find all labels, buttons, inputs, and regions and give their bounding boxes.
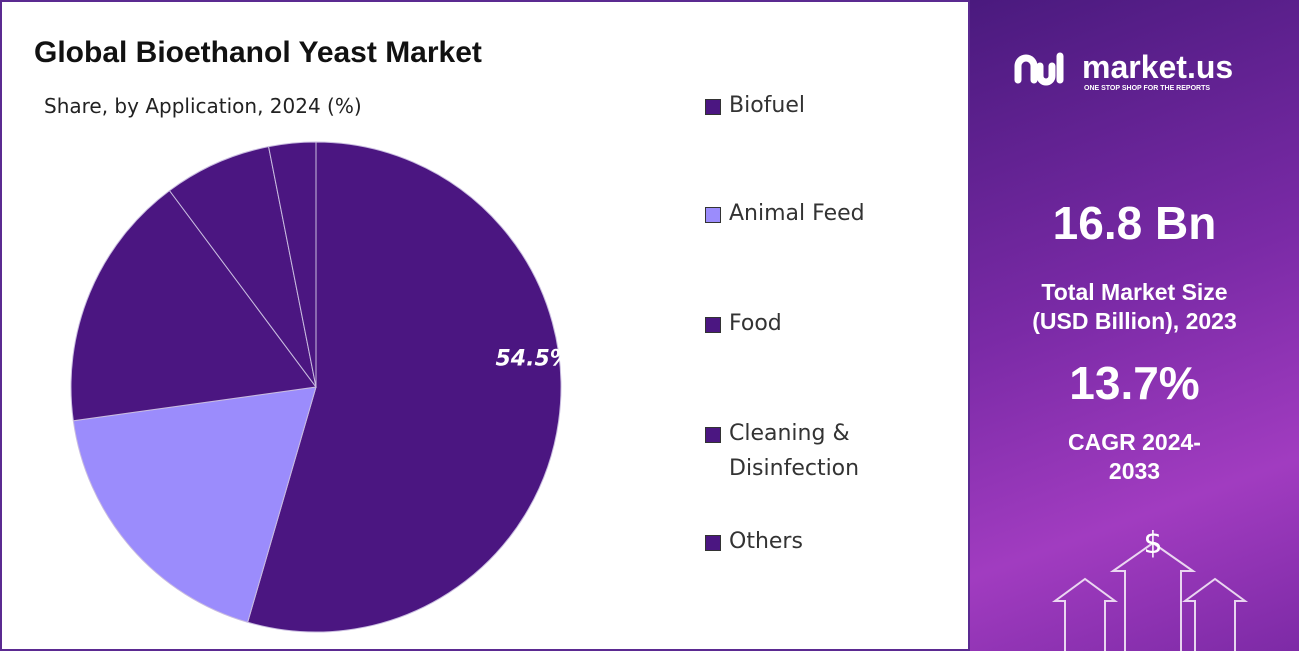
market-size-label: Total Market Size (USD Billion), 2023 — [1032, 279, 1237, 334]
legend-swatch — [705, 427, 721, 443]
legend-label: Cleaning & Disinfection — [729, 421, 860, 481]
pie-slice — [267, 141, 317, 388]
legend-item: Food — [705, 311, 782, 341]
legend-label: Food — [729, 311, 782, 336]
chart-subtitle: Share, by Application, 2024 (%) — [44, 94, 362, 118]
logo: market.us ONE STOP SHOP FOR THE REPORTS — [1014, 49, 1233, 92]
legend-swatch — [705, 99, 721, 115]
pie-slice — [247, 141, 562, 633]
chart-panel: Global Bioethanol Yeast Market Share, by… — [0, 0, 970, 651]
legend-label: Others — [729, 529, 803, 554]
pie-slice — [70, 189, 317, 422]
legend-swatch — [705, 535, 721, 551]
brand-tagline: ONE STOP SHOP FOR THE REPORTS — [1084, 85, 1210, 92]
legend-label: Animal Feed — [729, 201, 865, 226]
legend-swatch — [705, 207, 721, 223]
legend-item: Biofuel — [705, 93, 805, 123]
pie-slice — [168, 146, 317, 388]
legend-item: Cleaning & Disinfection — [705, 421, 889, 486]
pie-slice — [72, 386, 317, 623]
pie-chart: 54.5% — [70, 141, 572, 633]
cagr-value: 13.7% — [1069, 357, 1200, 409]
legend-label: Biofuel — [729, 93, 806, 118]
legend-item: Others — [705, 529, 803, 559]
summary-panel: market.us ONE STOP SHOP FOR THE REPORTS … — [970, 0, 1299, 651]
cagr-label: CAGR 2024-2033 — [1068, 429, 1201, 484]
chart-title: Global Bioethanol Yeast Market — [34, 36, 482, 69]
brand-name: market.us — [1082, 49, 1233, 85]
legend-swatch — [705, 317, 721, 333]
market-size: 16.8 Bn — [1052, 197, 1217, 249]
decoration: $ — [1051, 526, 1249, 651]
legend-item: Animal Feed — [705, 201, 865, 231]
data-label: 54.5% — [495, 346, 571, 371]
